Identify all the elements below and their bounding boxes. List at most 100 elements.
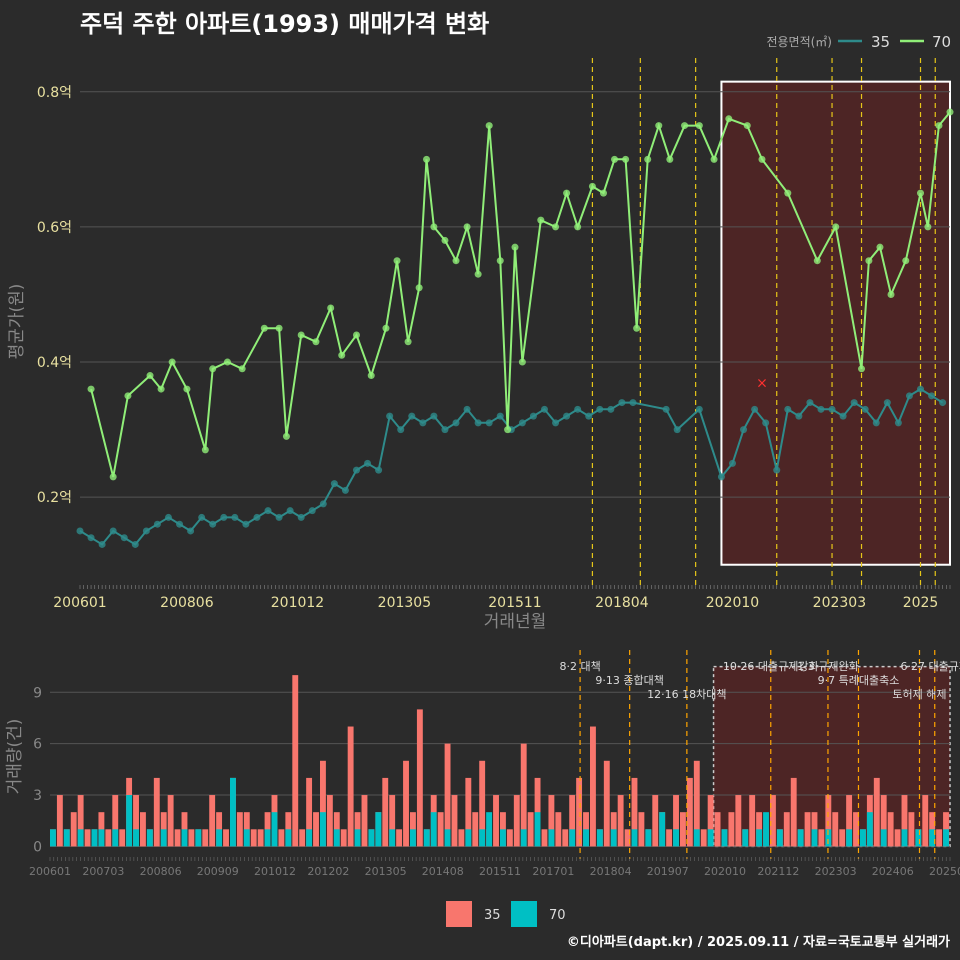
bar-70 <box>776 829 783 847</box>
data-point-35 <box>817 405 825 413</box>
data-point-35 <box>198 513 206 521</box>
bar-70 <box>756 829 763 847</box>
data-point-70 <box>511 243 519 251</box>
bar-35 <box>416 709 423 847</box>
legend-swatch-70 <box>511 901 537 927</box>
data-point-70 <box>666 155 674 163</box>
data-point-70 <box>423 155 431 163</box>
data-point-70 <box>622 155 630 163</box>
bar-35 <box>236 812 243 847</box>
data-point-35 <box>220 513 228 521</box>
legend-title: 전용면적(㎡) <box>766 35 832 49</box>
data-point-70 <box>297 331 305 339</box>
data-point-35 <box>176 520 184 528</box>
price-line-chart: 0.2억 0.4억 0.6억 0.8억 200601 200806 201012 201305… <box>7 33 954 632</box>
data-point-35 <box>153 520 161 528</box>
bar-35 <box>77 795 84 847</box>
data-point-35 <box>762 419 770 427</box>
event-label: 12·16 18차대책 <box>647 688 726 701</box>
data-point-70 <box>183 385 191 393</box>
data-point-35 <box>76 527 84 535</box>
bar-35 <box>140 812 146 847</box>
x-tick-label: 201511 <box>488 595 541 611</box>
bar-70 <box>659 812 666 847</box>
legend-swatch-35 <box>446 901 472 927</box>
bar-70 <box>479 829 486 847</box>
x-tick-label: 2025 <box>903 595 939 611</box>
data-point-70 <box>157 385 165 393</box>
bar-70 <box>126 795 133 847</box>
data-point-35 <box>275 513 283 521</box>
event-label: 9·13 종합대책 <box>595 674 663 687</box>
bar-35 <box>209 795 216 847</box>
bar-70 <box>63 829 70 847</box>
bar-70 <box>811 829 818 847</box>
bar-35 <box>167 795 174 847</box>
bar-35 <box>403 760 409 847</box>
event-label: 6·27 대출규제 <box>901 660 960 673</box>
bar-35 <box>56 795 63 847</box>
bar-35 <box>506 829 513 847</box>
data-point-35 <box>496 412 504 420</box>
bar-35 <box>569 795 576 847</box>
bar-70 <box>583 829 589 847</box>
data-point-70 <box>87 385 95 393</box>
data-point-35 <box>596 405 604 413</box>
data-point-70 <box>725 115 733 123</box>
data-point-35 <box>662 405 670 413</box>
bar-70 <box>216 829 223 847</box>
data-point-70 <box>415 284 423 292</box>
bar-35 <box>133 795 139 847</box>
data-point-35 <box>552 419 560 427</box>
data-point-70 <box>109 473 117 481</box>
bar-35 <box>631 777 638 847</box>
x-tick-label: 202406 <box>872 865 914 878</box>
x-tick-label: 201012 <box>271 595 324 611</box>
x-tick-label: 201305 <box>365 865 407 878</box>
bar-35 <box>873 777 880 847</box>
data-point-35 <box>883 399 891 407</box>
data-point-70 <box>238 365 246 373</box>
bar-70 <box>354 829 361 847</box>
bar-70 <box>77 829 84 847</box>
bar-35 <box>458 829 465 847</box>
x-tick-label: 200703 <box>82 865 124 878</box>
data-point-70 <box>504 426 512 434</box>
data-point-35 <box>242 520 250 528</box>
data-point-35 <box>905 392 913 400</box>
data-point-70 <box>588 182 596 190</box>
data-point-35 <box>828 405 836 413</box>
bar-35 <box>451 795 458 847</box>
data-point-35 <box>673 426 681 434</box>
data-point-35 <box>264 507 272 515</box>
data-point-35 <box>120 534 128 542</box>
bar-35 <box>444 743 451 847</box>
bar-35 <box>707 795 714 847</box>
legend-label-35: 35 <box>484 908 501 923</box>
bar-70 <box>195 829 202 847</box>
x-tick-label: 201701 <box>532 865 574 878</box>
data-point-70 <box>382 324 390 332</box>
bar-35 <box>347 726 354 847</box>
x-tick-label: 200806 <box>140 865 182 878</box>
data-point-70 <box>393 257 401 265</box>
bar-35 <box>825 795 832 847</box>
bar-70 <box>673 829 679 847</box>
data-point-35 <box>364 459 372 467</box>
data-point-35 <box>485 419 493 427</box>
data-point-70 <box>813 257 821 265</box>
bar-35 <box>257 829 264 847</box>
data-point-70 <box>858 365 866 373</box>
bar-35 <box>853 812 859 847</box>
data-point-35 <box>894 419 902 427</box>
data-point-35 <box>563 412 571 420</box>
data-point-70 <box>655 122 663 130</box>
bar-70 <box>742 829 749 847</box>
bar-35 <box>340 829 347 847</box>
bar-70 <box>846 829 853 847</box>
bar-35 <box>389 795 396 847</box>
legend-label-35: 35 <box>871 33 890 51</box>
event-label: 토허제 해제 <box>892 687 946 701</box>
bar-35 <box>361 795 368 847</box>
